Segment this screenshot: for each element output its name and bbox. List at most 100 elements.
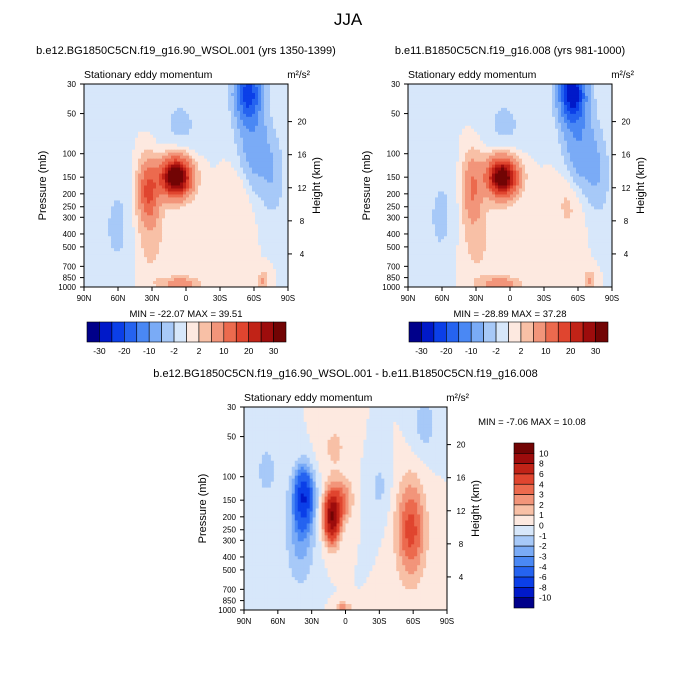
contour-cell <box>237 113 241 118</box>
contour-cell <box>231 215 235 219</box>
contour-cell <box>273 173 277 178</box>
contour-cell <box>273 84 277 88</box>
contour-cell <box>90 185 94 189</box>
contour-cell <box>141 206 145 210</box>
contour-cell <box>201 197 205 201</box>
contour-cell <box>138 173 142 178</box>
contour-cell <box>270 131 274 136</box>
contour-cell <box>87 224 91 228</box>
contour-cell <box>216 230 220 234</box>
contour-cell <box>516 84 520 88</box>
contour-cell <box>252 233 256 237</box>
contour-cell <box>126 84 130 88</box>
contour-cell <box>192 140 196 145</box>
contour-cell <box>144 278 148 282</box>
contour-cell <box>117 185 121 189</box>
contour-cell <box>147 278 151 282</box>
contour-cell <box>144 260 148 264</box>
contour-cell <box>255 134 259 139</box>
contour-cell <box>84 161 88 166</box>
contour-cell <box>180 185 184 189</box>
contour-cell <box>93 122 97 127</box>
contour-cell <box>426 89 430 94</box>
contour-cell <box>264 254 268 258</box>
contour-cell <box>216 158 220 163</box>
contour-cell <box>87 161 91 166</box>
contour-cell <box>123 257 127 261</box>
contour-cell <box>147 134 151 139</box>
contour-cell <box>237 218 241 222</box>
contour-cell <box>216 95 220 100</box>
contour-cell <box>174 161 178 166</box>
contour-cell <box>87 125 91 130</box>
contour-cell <box>144 164 148 169</box>
contour-cell <box>201 209 205 213</box>
contour-cell <box>156 266 160 270</box>
contour-cell <box>279 272 283 276</box>
contour-cell <box>144 107 148 112</box>
contour-cell <box>267 128 271 133</box>
contour-cell <box>99 122 103 127</box>
contour-cell <box>168 284 172 288</box>
contour-cell <box>96 104 100 109</box>
contour-cell <box>255 254 259 258</box>
contour-cell <box>231 272 235 276</box>
contour-cell <box>171 278 175 282</box>
contour-cell <box>147 197 151 201</box>
contour-cell <box>111 194 115 198</box>
contour-cell <box>153 101 157 106</box>
contour-cell <box>105 167 109 172</box>
contour-cell <box>117 221 121 225</box>
contour-cell <box>282 167 286 172</box>
contour-cell <box>156 209 160 213</box>
contour-cell <box>228 92 232 97</box>
contour-cell <box>267 281 271 285</box>
contour-cell <box>141 116 145 121</box>
contour-cell <box>285 221 289 225</box>
contour-cell <box>123 185 127 189</box>
contour-cell <box>537 86 541 91</box>
contour-cell <box>255 113 259 118</box>
contour-cell <box>198 245 202 249</box>
contour-cell <box>111 182 115 186</box>
contour-cell <box>171 203 175 207</box>
contour-cell <box>273 101 277 106</box>
contour-cell <box>96 275 100 279</box>
contour-cell <box>192 242 196 246</box>
contour-cell <box>192 149 196 154</box>
contour-cell <box>246 215 250 219</box>
contour-cell <box>267 206 271 210</box>
contour-cell <box>90 116 94 121</box>
contour-cell <box>126 269 130 273</box>
contour-cell <box>147 131 151 136</box>
contour-cell <box>117 230 121 234</box>
contour-cell <box>597 86 601 91</box>
contour-cell <box>231 143 235 148</box>
contour-cell <box>183 179 187 184</box>
contour-cell <box>264 200 268 204</box>
contour-cell <box>213 233 217 237</box>
contour-cell <box>99 257 103 261</box>
contour-cell <box>231 107 235 112</box>
contour-cell <box>201 260 205 264</box>
contour-cell <box>126 254 130 258</box>
contour-cell <box>174 278 178 282</box>
contour-cell <box>180 275 184 279</box>
contour-cell <box>477 84 481 88</box>
contour-cell <box>93 104 97 109</box>
contour-cell <box>486 86 490 91</box>
contour-cell <box>231 218 235 222</box>
contour-cell <box>225 110 229 115</box>
contour-cell <box>111 86 115 91</box>
contour-cell <box>219 242 223 246</box>
contour-cell <box>273 233 277 237</box>
contour-cell <box>249 101 253 106</box>
contour-cell <box>468 84 472 88</box>
contour-cell <box>108 182 112 186</box>
contour-cell <box>204 269 208 273</box>
contour-cell <box>138 278 142 282</box>
contour-cell <box>126 119 130 124</box>
contour-cell <box>222 113 226 118</box>
contour-cell <box>222 146 226 151</box>
contour-cell <box>192 134 196 139</box>
